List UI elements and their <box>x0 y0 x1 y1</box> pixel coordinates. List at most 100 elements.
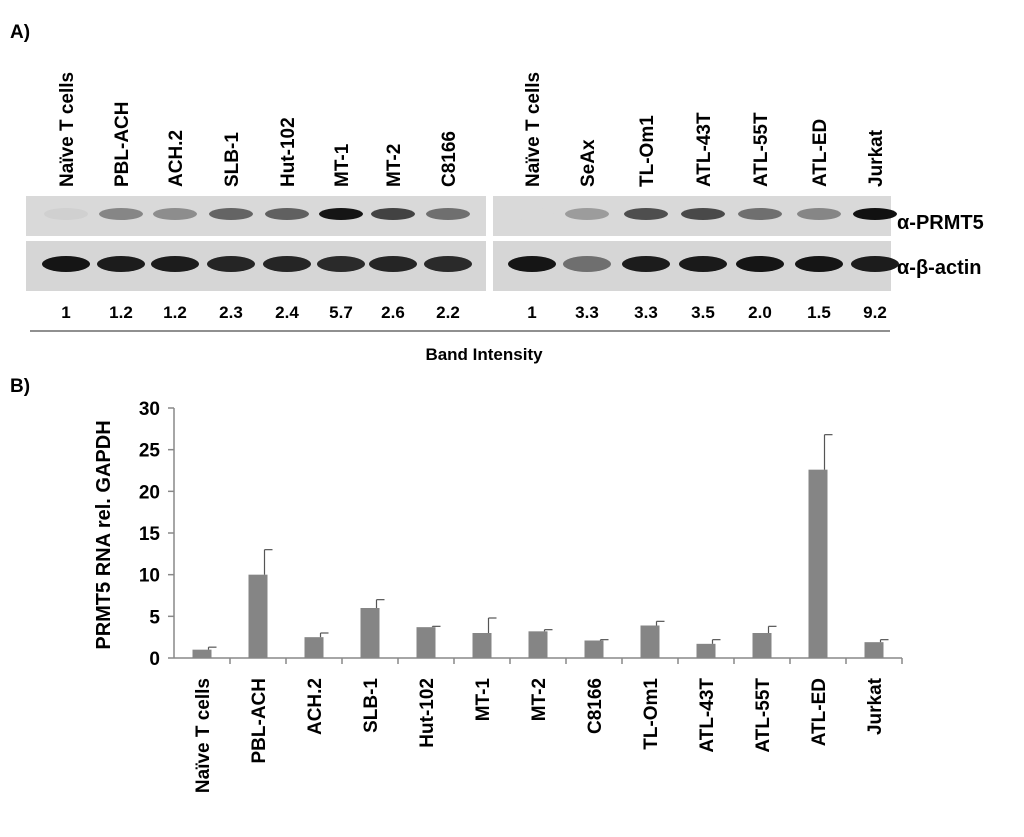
lane-label: Jurkat <box>866 129 887 187</box>
x-category-label: Jurkat <box>865 677 886 735</box>
bar <box>864 642 884 658</box>
lane-label: Hut-102 <box>278 117 299 187</box>
lane-label: MT-1 <box>332 143 353 187</box>
band-intensity-value: 2.6 <box>381 303 405 322</box>
prmt5-band <box>624 208 668 220</box>
prmt5-band <box>371 208 415 220</box>
prmt5-blot-strip <box>26 196 486 236</box>
bar <box>752 633 772 658</box>
x-category-label: ACH.2 <box>305 678 326 735</box>
y-tick-label: 10 <box>139 566 160 587</box>
bar <box>696 643 716 658</box>
actin-band <box>563 256 611 272</box>
x-category-label: PBL-ACH <box>249 678 270 764</box>
lane-labels: Naïve T cells PBL-ACH ACH.2 SLB-1 Hut-102 MT-… <box>57 72 887 187</box>
bar-chart: 0 5 10 15 20 25 30 Naïve T cells PBL-ACH ACH.2 SL… <box>139 399 903 793</box>
actin-band <box>263 256 311 272</box>
x-category-label: ATL-55T <box>753 678 774 753</box>
x-category-label: C8166 <box>585 678 606 734</box>
band-intensity-value: 1 <box>61 303 70 322</box>
band-intensity-value: 5.7 <box>329 303 353 322</box>
lane-label: SLB-1 <box>222 132 243 187</box>
actin-band <box>97 256 145 272</box>
bar <box>528 631 548 658</box>
prmt5-band <box>153 208 197 220</box>
y-tick-label: 25 <box>139 441 161 462</box>
prmt5-band <box>797 208 841 220</box>
x-axis-categories: Naïve T cells PBL-ACH ACH.2 SLB-1 Hut-102 MT-… <box>193 658 903 793</box>
actin-band <box>207 256 255 272</box>
western-blots <box>26 196 899 291</box>
bars <box>192 469 884 658</box>
actin-band <box>42 256 90 272</box>
y-axis-ticks: 0 5 10 15 20 25 30 <box>139 399 174 670</box>
bar <box>304 637 324 658</box>
band-intensity-value: 1.2 <box>163 303 187 322</box>
actin-band <box>369 256 417 272</box>
prmt5-band <box>681 208 725 220</box>
panel-b-label: B) <box>10 376 30 397</box>
actin-band <box>151 256 199 272</box>
actin-band <box>622 256 670 272</box>
actin-band <box>736 256 784 272</box>
lane-label: Naïve T cells <box>523 72 544 187</box>
y-tick-label: 15 <box>139 524 161 545</box>
x-category-label: SLB-1 <box>361 678 382 733</box>
actin-band <box>424 256 472 272</box>
band-intensity-value: 2.4 <box>275 303 299 322</box>
prmt5-band <box>44 208 88 220</box>
x-category-label: Hut-102 <box>417 678 438 748</box>
band-intensity-value: 3.3 <box>575 303 599 322</box>
lane-label: Naïve T cells <box>57 72 78 187</box>
actin-band <box>795 256 843 272</box>
panel-a-label: A) <box>10 22 30 43</box>
lane-label: PBL-ACH <box>112 102 133 188</box>
band-intensity-value: 3.3 <box>634 303 658 322</box>
lane-label: ATL-ED <box>810 119 831 187</box>
prmt5-band <box>510 208 554 220</box>
x-category-label: ATL-ED <box>809 678 830 746</box>
y-tick-label: 0 <box>149 649 160 670</box>
bar <box>192 649 212 658</box>
prmt5-band <box>319 208 363 220</box>
x-category-label: TL-Om1 <box>641 678 662 750</box>
bar <box>416 627 436 658</box>
lane-label: MT-2 <box>384 144 405 187</box>
actin-blot-strip <box>26 241 486 291</box>
actin-band <box>317 256 365 272</box>
prmt5-band <box>426 208 470 220</box>
prmt5-band <box>99 208 143 220</box>
x-category-label: MT-1 <box>473 678 494 722</box>
error-bars <box>207 434 889 650</box>
x-category-label: Naïve T cells <box>193 678 214 793</box>
bar <box>472 633 492 658</box>
lane-label: SeAx <box>578 139 599 187</box>
lane-label: ATL-43T <box>694 112 715 187</box>
prmt5-band <box>265 208 309 220</box>
x-category-label: MT-2 <box>529 678 550 721</box>
lane-label: ATL-55T <box>751 112 772 187</box>
prmt5-blot-label: α-PRMT5 <box>897 212 984 234</box>
band-intensity-value: 9.2 <box>863 303 887 322</box>
actin-band <box>508 256 556 272</box>
band-intensity-value: 3.5 <box>691 303 715 322</box>
y-tick-label: 30 <box>139 399 160 420</box>
prmt5-band <box>853 208 897 220</box>
prmt5-band <box>565 208 609 220</box>
y-tick-label: 5 <box>149 607 160 628</box>
band-intensity-value: 2.3 <box>219 303 243 322</box>
y-tick-label: 20 <box>139 482 160 503</box>
band-intensity-value: 1.2 <box>109 303 133 322</box>
band-intensity-value: 2.0 <box>748 303 772 322</box>
band-intensity-caption: Band Intensity <box>425 345 543 364</box>
actin-blot-label: α-β-actin <box>897 257 982 279</box>
actin-band <box>851 256 899 272</box>
band-intensity-value: 1 <box>527 303 536 322</box>
bar <box>808 469 828 658</box>
bar <box>640 625 660 658</box>
bar <box>360 608 380 658</box>
bar <box>248 574 268 658</box>
y-axis-title: PRMT5 RNA rel. GAPDH <box>93 420 115 649</box>
lane-label: ACH.2 <box>166 130 187 187</box>
